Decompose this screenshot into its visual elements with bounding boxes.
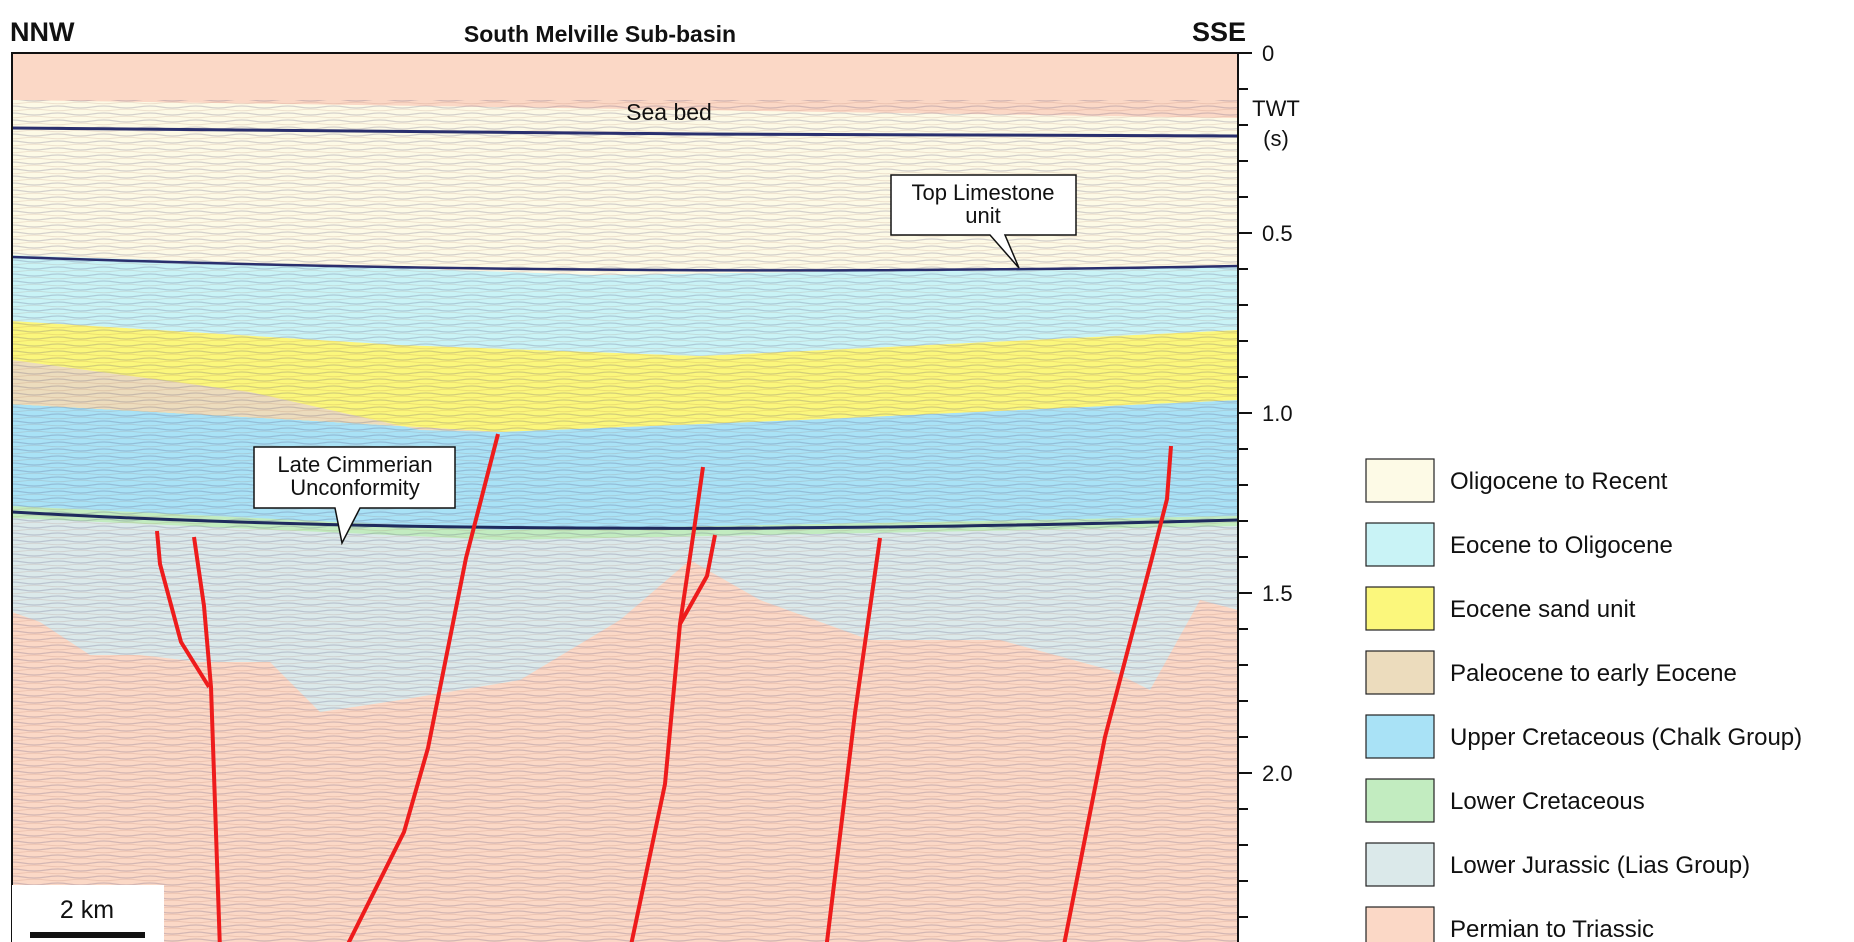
tick-label: 1.5	[1262, 581, 1293, 606]
figure: NNW South Melville Sub-basin SSE TWT (s)…	[0, 0, 1854, 942]
tick-label: 2.0	[1262, 761, 1293, 786]
legend-label: Eocene to Oligocene	[1450, 532, 1673, 559]
section-title: South Melville Sub-basin	[464, 21, 736, 47]
legend-swatch	[1366, 779, 1434, 822]
callout-text: Late Cimmerian	[277, 452, 432, 477]
tick-label: 0	[1262, 41, 1274, 66]
legend-label: Lower Jurassic (Lias Group)	[1450, 852, 1750, 879]
page: {"header": {"left": "NNW", "title": "Sou…	[0, 0, 1854, 942]
legend-swatch	[1366, 651, 1434, 694]
callout-text: unit	[965, 203, 1000, 228]
legend-label: Permian to Triassic	[1450, 916, 1654, 942]
legend-swatch	[1366, 523, 1434, 566]
legend-swatch	[1366, 715, 1434, 758]
scale-bar: 2 km	[12, 885, 164, 942]
axis-label: TWT	[1252, 96, 1300, 121]
legend: Oligocene to Recent Eocene to Oligocene Eo…	[1366, 459, 1802, 942]
direction-right: SSE	[1192, 17, 1246, 47]
direction-left: NNW	[10, 17, 75, 47]
twt-axis: TWT (s) 0 0.5 1.0 1.5 2.0	[1238, 41, 1300, 942]
legend-label: Paleocene to early Eocene	[1450, 660, 1737, 687]
scale-bar-label: 2 km	[60, 896, 114, 924]
callout-text: Unconformity	[290, 475, 420, 500]
legend-label: Oligocene to Recent	[1450, 468, 1668, 495]
scale-bar-line	[30, 932, 145, 938]
legend-swatch	[1366, 843, 1434, 886]
legend-label: Upper Cretaceous (Chalk Group)	[1450, 724, 1802, 751]
callout-text: Top Limestone	[911, 180, 1054, 205]
legend-label: Eocene sand unit	[1450, 596, 1636, 623]
axis-unit: (s)	[1263, 126, 1289, 151]
sea-bed-label: Sea bed	[626, 99, 712, 125]
legend-label: Lower Cretaceous	[1450, 788, 1645, 815]
tick-label: 0.5	[1262, 221, 1293, 246]
legend-swatch	[1366, 907, 1434, 942]
legend-swatch	[1366, 459, 1434, 502]
legend-swatch	[1366, 587, 1434, 630]
tick-label: 1.0	[1262, 401, 1293, 426]
